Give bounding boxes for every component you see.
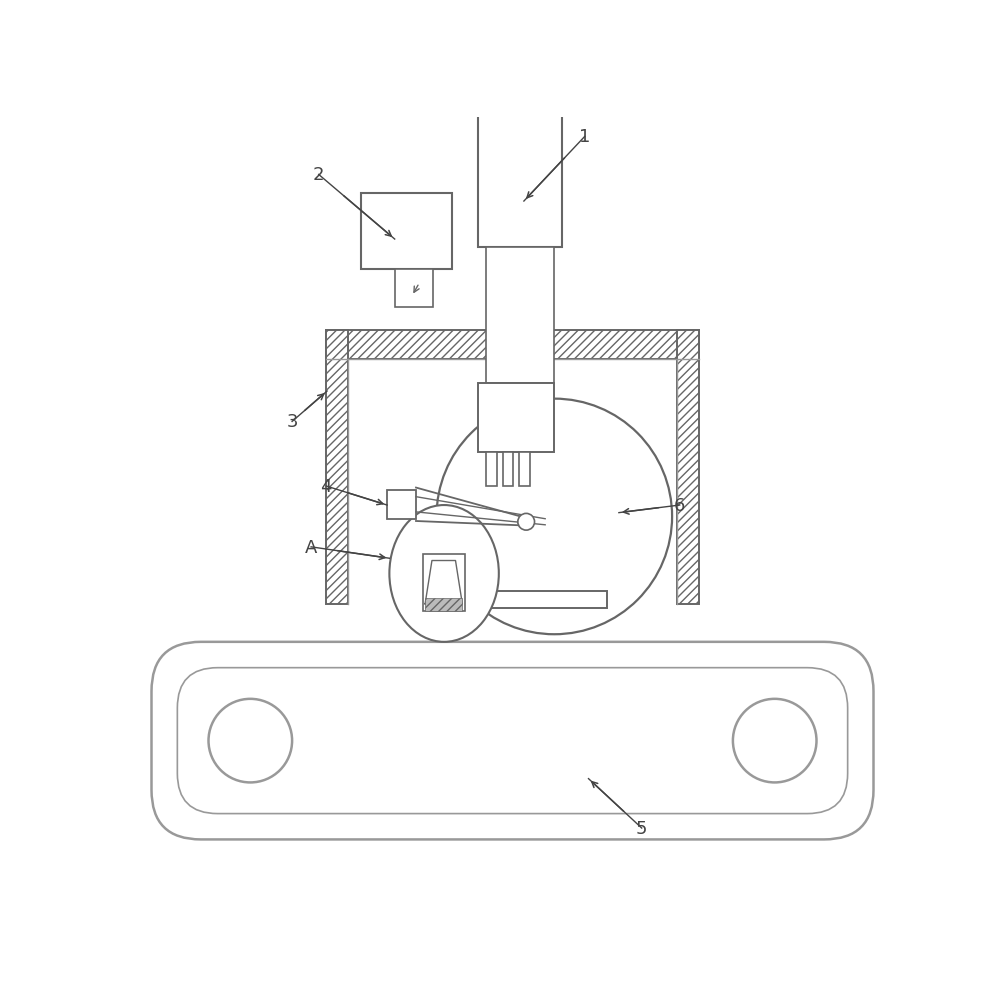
Bar [361, 194, 452, 270]
Text: 6: 6 [674, 497, 685, 515]
Bar [519, 453, 530, 486]
Text: 3: 3 [286, 413, 298, 431]
Bar [677, 331, 699, 604]
FancyBboxPatch shape [177, 668, 848, 813]
Text: 4: 4 [321, 477, 332, 496]
Bar [395, 270, 433, 308]
Text: 5: 5 [636, 819, 647, 837]
Bar [423, 555, 465, 611]
Text: A: A [305, 538, 317, 556]
Bar [326, 331, 348, 604]
Bar [326, 331, 699, 360]
Ellipse shape [389, 506, 499, 642]
Bar [425, 599, 462, 611]
Text: 2: 2 [313, 167, 324, 184]
FancyBboxPatch shape [152, 642, 873, 840]
Bar [503, 453, 513, 486]
Circle shape [209, 699, 292, 783]
Bar [478, 104, 562, 247]
Bar [486, 453, 497, 486]
Circle shape [518, 514, 535, 530]
Bar [387, 490, 416, 520]
Bar [478, 384, 554, 453]
Circle shape [733, 699, 816, 783]
Circle shape [437, 399, 672, 635]
Bar [486, 247, 554, 384]
Text: 1: 1 [579, 128, 590, 146]
Bar [418, 592, 607, 608]
